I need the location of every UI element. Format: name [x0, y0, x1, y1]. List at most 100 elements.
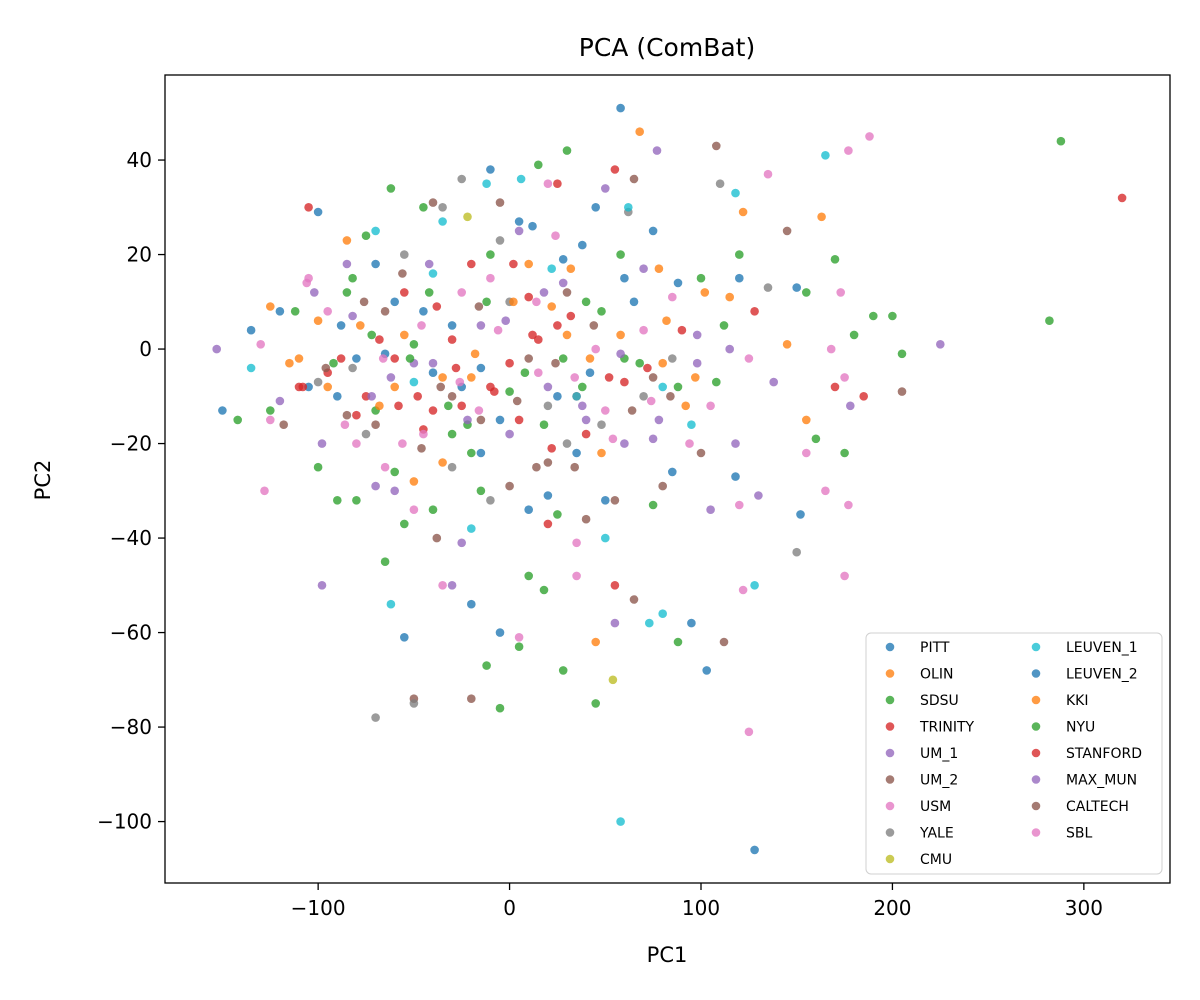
x-tick-label: 200 [873, 896, 911, 920]
data-point-kki [323, 382, 333, 392]
data-point-usm [844, 500, 853, 510]
data-point-usm [457, 288, 467, 297]
data-point-trinity [750, 307, 759, 316]
data-point-kki [616, 330, 625, 340]
data-point-trinity [620, 377, 629, 387]
data-point-um-1 [342, 259, 352, 269]
legend-label: STANFORD [1066, 746, 1142, 762]
data-point-usm [266, 415, 275, 425]
data-point-um-2 [719, 637, 729, 647]
data-point-caltech [398, 269, 407, 278]
data-point-pitt [648, 226, 658, 236]
legend-marker [885, 854, 895, 864]
data-point-leuven-1 [731, 188, 740, 198]
data-point-leuven-2 [558, 254, 568, 264]
legend-marker [885, 642, 895, 652]
data-point-olin [738, 207, 748, 217]
data-point-sdsu [696, 273, 706, 283]
data-point-yale [668, 354, 677, 363]
data-point-um-2 [562, 288, 572, 297]
data-point-um-1 [514, 226, 524, 236]
legend-label: SBL [1066, 826, 1092, 842]
data-point-um-2 [380, 307, 390, 316]
data-point-max-mun [558, 278, 568, 288]
data-point-yale [400, 250, 409, 259]
data-point-um-2 [371, 420, 380, 430]
data-point-um-1 [620, 439, 629, 448]
data-point-trinity [610, 165, 620, 174]
data-point-trinity [534, 335, 543, 344]
data-point-max-mun [310, 288, 319, 297]
data-point-usm [744, 354, 754, 363]
data-point-trinity [514, 415, 524, 425]
y-tick-label: 20 [127, 243, 152, 267]
data-point-sdsu [888, 311, 897, 321]
data-point-usm [256, 340, 266, 349]
data-point-um-2 [696, 448, 706, 458]
legend: PITT OLIN SDSU TRINITY UM_1 UM_2 USM YALE CMU LEU… [865, 632, 1163, 875]
data-point-olin [313, 316, 323, 326]
data-point-olin [409, 477, 419, 486]
data-point-caltech [589, 321, 599, 330]
data-point-yale [313, 377, 323, 387]
data-point-pitt [524, 505, 533, 514]
data-point-olin [266, 302, 275, 311]
data-point-um-1 [610, 618, 620, 628]
data-point-um-1 [652, 146, 662, 155]
data-point-kki [585, 354, 595, 363]
scatter-points [212, 103, 1127, 855]
data-point-usm [601, 406, 610, 415]
data-point-sdsu [802, 288, 811, 297]
data-point-olin [658, 358, 667, 368]
data-point-max-mun [367, 392, 377, 401]
data-point-nyu [290, 307, 300, 316]
x-axis-label: PC1 [647, 943, 688, 967]
data-point-olin [681, 401, 690, 411]
data-point-leuven-1 [409, 377, 419, 387]
data-point-pitt [400, 633, 409, 642]
data-point-um-1 [601, 184, 610, 193]
data-point-usm [380, 462, 390, 472]
data-point-leuven-1 [821, 151, 830, 160]
data-point-usm [802, 448, 811, 458]
data-point-um-1 [447, 581, 457, 590]
data-point-pitt [591, 203, 600, 212]
data-point-leuven-1 [601, 533, 610, 543]
data-point-stanford [604, 373, 614, 382]
data-point-um-2 [543, 458, 553, 467]
data-point-trinity [428, 406, 438, 415]
data-point-nyu [539, 420, 549, 430]
legend-label: USM [920, 799, 951, 815]
data-point-trinity [610, 581, 620, 590]
data-point-stanford [509, 259, 518, 269]
data-point-max-mun [501, 316, 511, 326]
data-point-um-1 [639, 264, 648, 274]
data-point-trinity [390, 354, 400, 363]
data-point-max-mun [424, 259, 434, 269]
data-point-max-mun [578, 401, 587, 411]
data-point-leuven-2 [585, 368, 595, 378]
data-point-usm [591, 344, 600, 354]
legend-marker [885, 669, 895, 678]
data-point-nyu [673, 382, 683, 392]
data-point-sbl [340, 420, 350, 430]
data-point-leuven-2 [419, 307, 428, 316]
data-point-pitt [668, 467, 677, 477]
data-point-nyu [597, 307, 606, 316]
data-point-pitt [313, 207, 323, 217]
data-point-sdsu [352, 496, 361, 505]
data-point-usm [572, 571, 581, 581]
data-point-stanford [432, 302, 442, 311]
data-point-kki [438, 373, 447, 382]
data-point-olin [782, 340, 792, 349]
data-point-yale [438, 203, 447, 212]
data-point-yale [562, 439, 572, 448]
data-point-caltech [570, 462, 579, 472]
data-point-leuven-2 [495, 415, 505, 425]
data-point-um-2 [447, 392, 457, 401]
data-point-trinity [1117, 193, 1127, 203]
data-point-nyu [482, 297, 491, 307]
legend-marker [885, 748, 895, 758]
legend-marker [885, 775, 895, 784]
data-point-yale [715, 179, 725, 188]
